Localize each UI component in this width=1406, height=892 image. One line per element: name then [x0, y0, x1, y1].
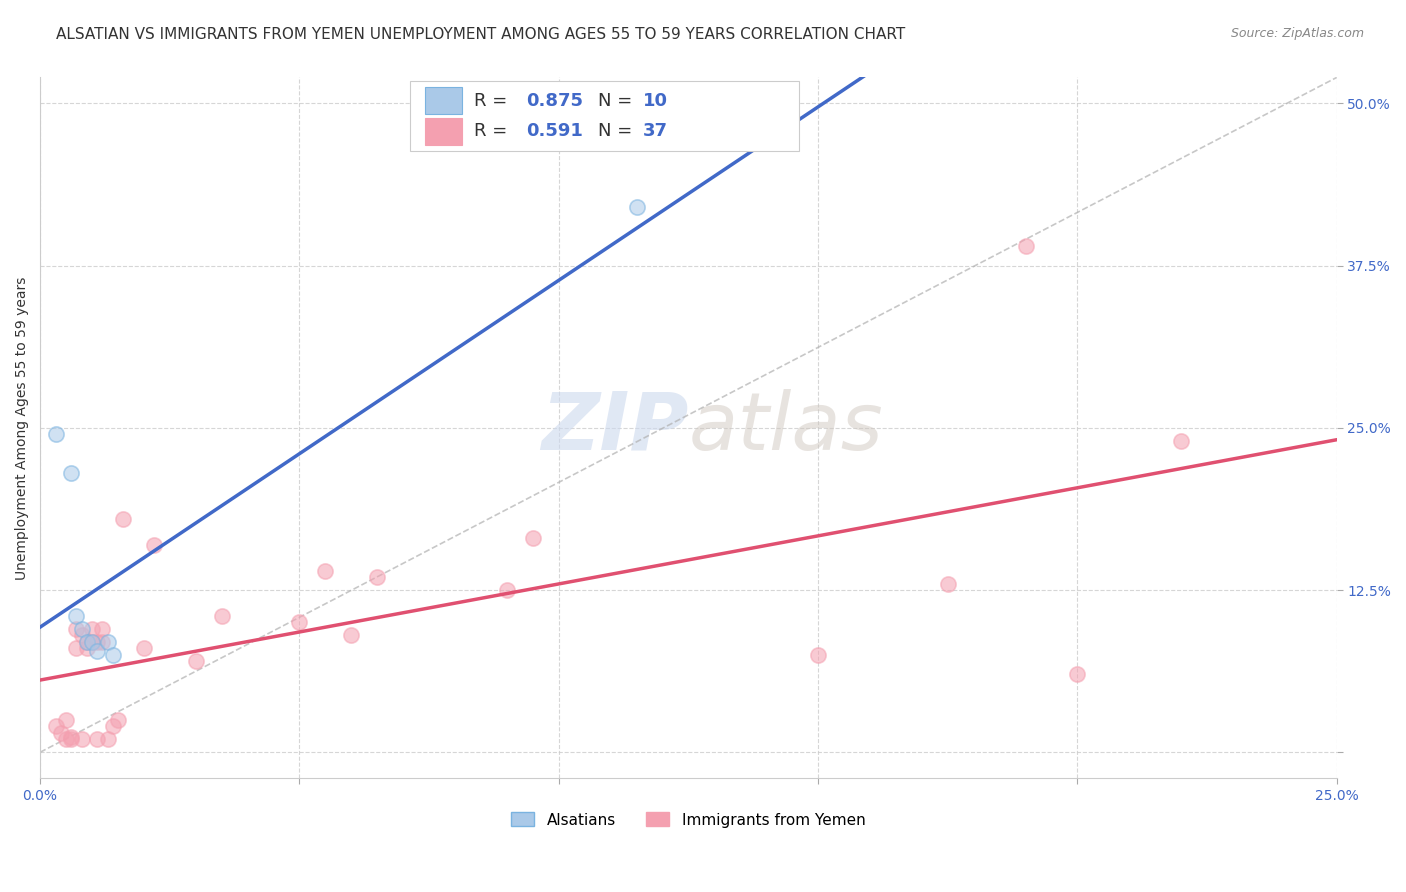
Point [80, 635, 103, 649]
Point [101, 719, 124, 733]
Text: 0.875: 0.875 [526, 92, 583, 110]
Point [70, 628, 93, 642]
Point [65, 641, 87, 656]
Text: R =: R = [474, 122, 513, 140]
Point [107, 713, 129, 727]
Point [184, 655, 207, 669]
Point [143, 538, 166, 552]
Point [96, 635, 118, 649]
Point [70, 732, 93, 747]
Point [55, 732, 77, 747]
Point [76, 635, 98, 649]
Point [1170, 434, 1192, 448]
Text: Source: ZipAtlas.com: Source: ZipAtlas.com [1230, 27, 1364, 40]
Point [626, 200, 648, 214]
FancyBboxPatch shape [409, 81, 799, 151]
Point [1014, 239, 1036, 253]
Point [112, 511, 135, 525]
Text: 37: 37 [643, 122, 668, 140]
Text: 0.591: 0.591 [526, 122, 583, 140]
FancyBboxPatch shape [425, 118, 461, 145]
Point [60, 732, 83, 747]
Point [80, 635, 103, 649]
Point [45, 427, 67, 442]
Point [76, 635, 98, 649]
Text: ALSATIAN VS IMMIGRANTS FROM YEMEN UNEMPLOYMENT AMONG AGES 55 TO 59 YEARS CORRELA: ALSATIAN VS IMMIGRANTS FROM YEMEN UNEMPL… [56, 27, 905, 42]
Point [65, 609, 87, 624]
Point [86, 635, 108, 649]
Point [522, 531, 544, 545]
Point [211, 609, 233, 624]
Point [496, 582, 519, 597]
Text: 10: 10 [643, 92, 668, 110]
Point [288, 615, 311, 630]
Point [91, 635, 114, 649]
Point [96, 732, 118, 747]
Text: N =: N = [598, 122, 638, 140]
Point [86, 732, 108, 747]
Legend: Alsatians, Immigrants from Yemen: Alsatians, Immigrants from Yemen [505, 806, 872, 834]
Text: ZIP: ZIP [541, 389, 689, 467]
Point [70, 622, 93, 636]
Text: R =: R = [474, 92, 513, 110]
Point [314, 564, 336, 578]
Point [80, 622, 103, 636]
Point [936, 576, 959, 591]
Point [366, 570, 388, 584]
Point [91, 622, 114, 636]
Point [132, 641, 155, 656]
Point [1066, 667, 1088, 681]
Y-axis label: Unemployment Among Ages 55 to 59 years: Unemployment Among Ages 55 to 59 years [15, 277, 30, 580]
Point [340, 628, 363, 642]
Point [55, 713, 77, 727]
Point [76, 641, 98, 656]
Point [45, 719, 67, 733]
Point [101, 648, 124, 662]
FancyBboxPatch shape [425, 87, 461, 114]
Point [49, 726, 72, 740]
Text: N =: N = [598, 92, 638, 110]
Point [807, 648, 830, 662]
Point [65, 622, 87, 636]
Point [86, 644, 108, 658]
Point [60, 730, 83, 744]
Text: atlas: atlas [689, 389, 883, 467]
Point [60, 467, 83, 481]
